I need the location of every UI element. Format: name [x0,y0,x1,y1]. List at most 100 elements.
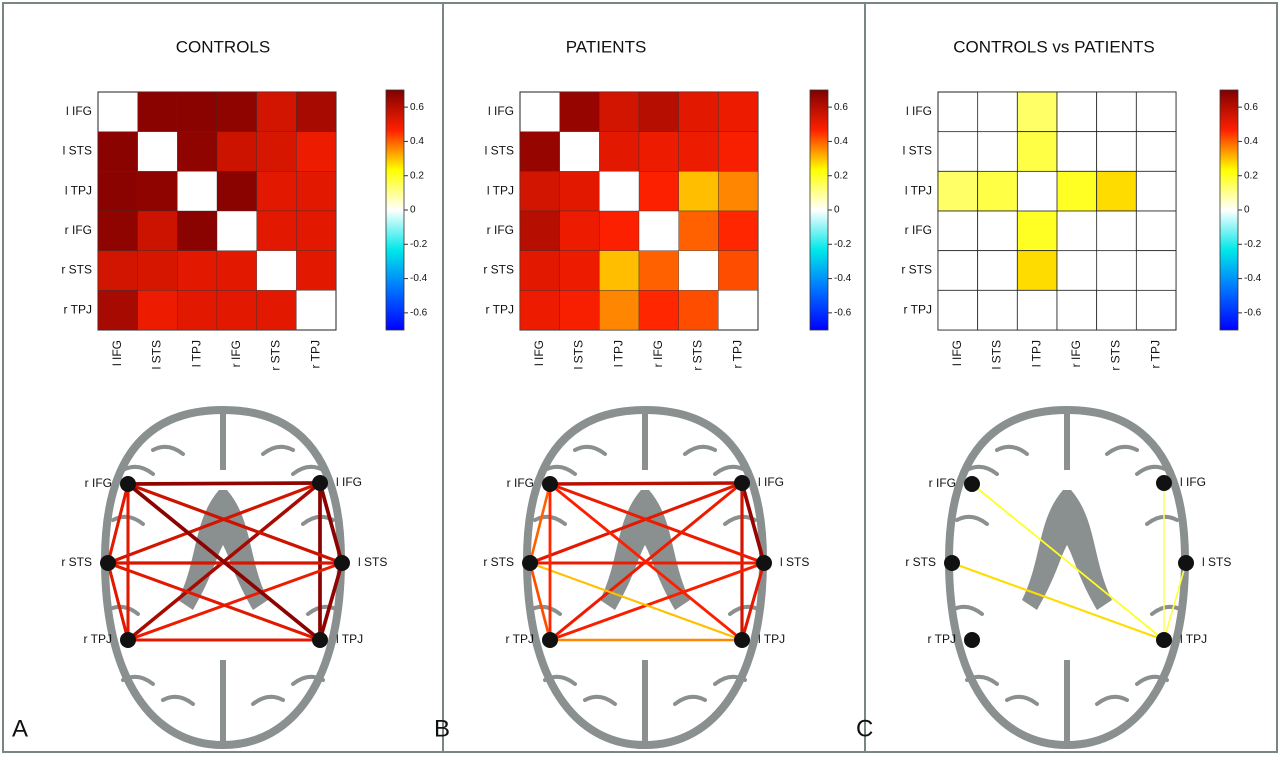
heatmap-cell [216,290,257,331]
sulcus [161,694,195,706]
network-edge [528,562,552,641]
heatmap-cell [638,131,679,172]
column-label: r TPJ [730,340,744,368]
heatmap-cell [256,91,297,132]
row-label: l IFG [906,104,932,118]
heatmap-cell [559,210,600,251]
sulcus [291,464,325,476]
heatmap-cell [678,131,719,172]
node-label: l IFG [758,475,784,489]
node-label: r STS [483,555,514,569]
heatmap-cell [1056,289,1098,331]
node-label: l STS [1202,555,1231,569]
row-label: l TPJ [905,183,932,197]
sulcus [121,464,155,476]
sulcus [1135,674,1169,686]
node-label: r STS [61,555,92,569]
sulcus [151,444,185,456]
heatmap-cell [177,210,218,251]
heatmap-cell [977,250,1018,291]
heatmap-cell [519,210,560,251]
network-node [756,555,772,571]
heatmap-cell [296,131,337,172]
heatmap-cell [638,250,679,291]
colorbar-tick-label: -0.4 [410,273,428,284]
network-edge [528,483,552,564]
heatmap-cell [137,171,178,212]
column-label: r STS [269,340,283,371]
colorbar-tick-label: -0.6 [410,307,428,318]
node-label: r STS [905,555,936,569]
heatmap-cell [97,210,138,251]
heatmap-cell [718,250,759,291]
colorbar-tick-label: -0.2 [410,239,428,250]
heatmap-cell [1056,170,1098,212]
network-node [1156,475,1172,491]
sulcus [1005,694,1039,706]
panel-title: CONTROLS vs PATIENTS [953,37,1155,56]
column-label: l STS [990,340,1004,369]
heatmap-cell [559,91,600,132]
heatmap-cell [256,131,297,172]
column-label: l TPJ [1029,340,1043,367]
row-label: l IFG [488,104,514,118]
column-label: r TPJ [308,340,322,368]
colorbar [809,89,829,331]
network-node [944,555,960,571]
network-node [734,632,750,648]
heatmap-cell [1056,131,1098,172]
network-edge [107,481,321,565]
heatmap-cell [177,91,218,132]
network-edge [529,481,743,565]
colorbar-tick-label: 0.6 [1244,102,1258,113]
heatmap-cell [638,91,679,132]
network-node [522,555,538,571]
heatmap-cell [137,250,178,291]
sulcus [251,694,285,706]
heatmap-cell [137,210,178,251]
sulcus [673,694,707,706]
panel-title: PATIENTS [566,37,647,56]
node-label: l TPJ [1180,632,1207,646]
brain [944,405,1190,750]
heatmap-cell [977,170,1018,212]
column-label: r IFG [651,340,665,367]
heatmap-cell [937,170,979,212]
node-label: r IFG [929,476,956,490]
heatmap-cell [977,91,1018,133]
column-label: l IFG [532,340,546,366]
heatmap-cell [599,250,640,291]
network-node [312,475,328,491]
heatmap-cell [718,171,759,212]
heatmap-cell [937,210,979,252]
node-label: r IFG [507,476,534,490]
heatmap-cell [97,171,138,212]
heatmap-cell [1016,289,1058,331]
heatmap-cell [256,171,297,212]
panel-letter: C [856,715,873,742]
sulcus [950,604,984,616]
network-node [312,632,328,648]
heatmap-cell [216,171,257,212]
network-edge [318,562,344,641]
network-edge [107,561,321,642]
sulcus [291,674,325,686]
heatmap-cell [216,250,257,291]
sulcus [1135,464,1169,476]
colorbar-tick-label: 0.2 [410,170,424,181]
sulcus [583,694,617,706]
network-edge [126,482,322,642]
row-label: l STS [485,144,514,158]
column-label: l TPJ [611,340,625,367]
heatmap-cell [1135,250,1177,291]
heatmap-cell [678,290,719,331]
node-label: l STS [780,555,809,569]
heatmap-cell [296,91,337,132]
network-edge [127,481,321,486]
colorbar-tick-label: 0.6 [410,102,424,113]
network-node [1178,555,1194,571]
heatmap-cell [718,131,759,172]
sulcus [683,444,717,456]
network-node [100,555,116,571]
heatmap-cell [638,290,679,331]
